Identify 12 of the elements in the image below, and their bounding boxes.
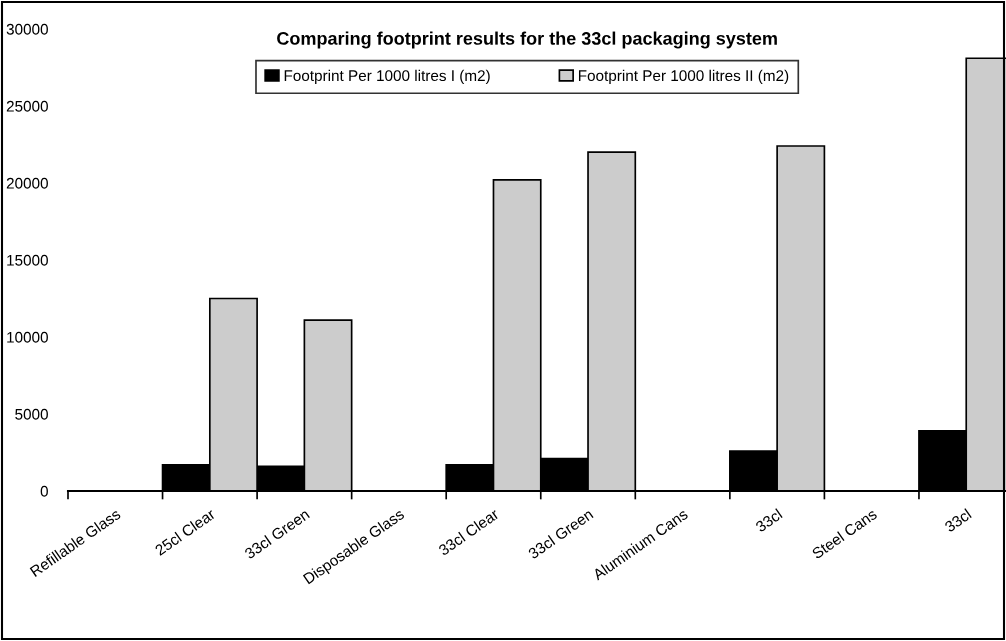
chart-title: Comparing footprint results for the 33cl packaging system (277, 31, 777, 49)
y-tick-label: 10000 (7, 331, 48, 343)
x-tick-label: 33cl (943, 508, 972, 533)
y-tick-label: 0 (40, 485, 48, 497)
y-tick-label: 30000 (6, 23, 48, 35)
legend-label: Footprint Per 1000 litres II (m2) (578, 69, 789, 85)
x-tick-label: 33cl (754, 508, 783, 533)
y-tick-label: 5000 (15, 408, 48, 420)
y-tick-label: 15000 (7, 254, 48, 266)
y-tick-label: 25000 (6, 100, 48, 112)
y-tick-label: 20000 (6, 177, 48, 189)
legend-label: Footprint Per 1000 litres I (m2) (284, 69, 490, 85)
